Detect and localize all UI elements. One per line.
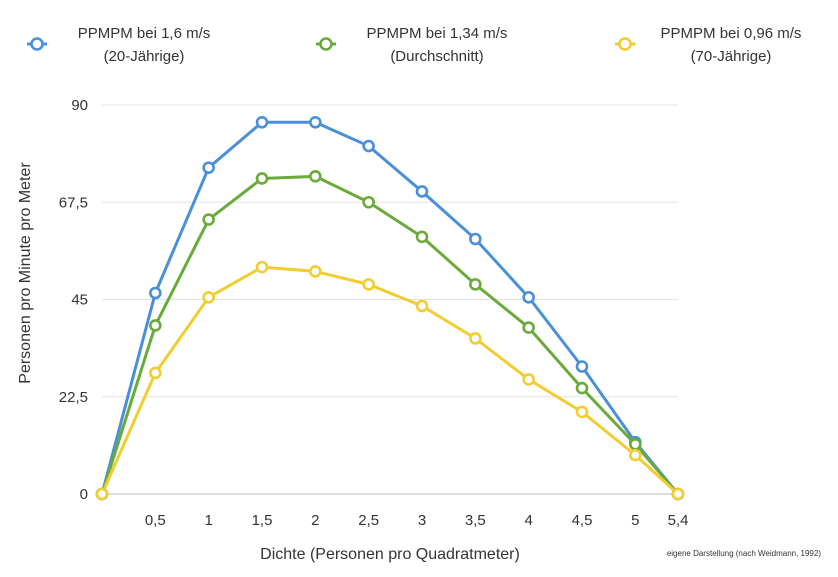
y-tick-label: 45 [71, 292, 88, 309]
legend-marker [30, 37, 44, 51]
data-point [309, 265, 322, 278]
x-tick-label: 1,5 [252, 512, 273, 529]
data-point [629, 437, 642, 451]
y-axis-title: Personen pro Minute pro Meter [17, 162, 34, 384]
y-tick-label: 22,5 [59, 389, 88, 406]
gridlines [102, 104, 678, 495]
data-point [362, 278, 375, 291]
series-3 [95, 260, 685, 501]
data-point [149, 319, 162, 332]
data-point [362, 139, 375, 153]
x-tick-label: 5 [631, 512, 639, 529]
data-point [309, 115, 322, 129]
y-tick-label: 0 [80, 486, 88, 503]
y-tick-label: 67,5 [59, 194, 88, 211]
data-point [522, 291, 535, 304]
data-point [415, 299, 429, 313]
legend-label: PPMPM bei 0,96 m/s [661, 25, 802, 42]
data-point [575, 405, 589, 419]
data-point [522, 321, 535, 334]
x-tick-label: 4,5 [572, 512, 593, 529]
data-point [255, 260, 269, 274]
data-point [95, 487, 109, 501]
series-layer [95, 115, 685, 501]
legend-sublabel: (Durchschnitt) [390, 48, 483, 65]
legend-sublabel: (20-Jährige) [104, 48, 185, 65]
legend-label: PPMPM bei 1,6 m/s [78, 25, 211, 42]
data-point [149, 366, 162, 380]
y-axis-ticks: 0 22,5 45 67,5 90 [59, 97, 88, 503]
data-point [309, 170, 322, 183]
legend-item-3: PPMPM bei 0,96 m/s (70-Jährige) [615, 25, 801, 65]
series-line [100, 120, 680, 496]
data-point [469, 278, 482, 291]
legend-item-1: PPMPM bei 1,6 m/s (20-Jährige) [27, 25, 210, 65]
series-line [100, 265, 680, 496]
data-point [362, 195, 375, 209]
data-point [575, 360, 589, 373]
series-1 [95, 115, 685, 501]
data-point [629, 448, 642, 462]
data-point [255, 172, 269, 185]
data-point [202, 213, 215, 226]
data-point [202, 291, 215, 304]
data-point [415, 185, 429, 198]
data-point [575, 381, 589, 395]
legend-marker [319, 37, 333, 51]
x-tick-label: 2,5 [358, 512, 379, 529]
legend-item-2: PPMPM bei 1,34 m/s (Durchschnitt) [316, 25, 507, 65]
legend-sublabel: (70-Jährige) [691, 48, 772, 65]
data-point [149, 286, 162, 300]
data-point [202, 161, 215, 174]
credit-note: eigene Darstellung (nach Weidmann, 1992) [667, 549, 822, 558]
data-point [469, 332, 482, 345]
x-axis-ticks: 0,5 1 1,5 2 2,5 3 3,5 4 4,5 5 5,4 [145, 512, 689, 529]
x-tick-label: 2 [311, 512, 319, 529]
data-point [671, 487, 685, 501]
legend-marker [618, 37, 632, 51]
data-point [255, 115, 269, 129]
legend-label: PPMPM bei 1,34 m/s [367, 25, 508, 42]
x-tick-label: 5,4 [668, 512, 689, 529]
x-tick-label: 4 [524, 512, 532, 529]
data-point [415, 230, 429, 244]
legend: PPMPM bei 1,6 m/s(20-Jährige)PPMPM bei 1… [27, 25, 801, 65]
x-tick-label: 0,5 [145, 512, 166, 529]
data-point [469, 232, 482, 246]
x-tick-label: 1 [204, 512, 212, 529]
x-tick-label: 3 [418, 512, 426, 529]
series-line [100, 174, 680, 496]
y-tick-label: 90 [71, 97, 88, 114]
data-point [522, 373, 535, 386]
x-tick-label: 3,5 [465, 512, 486, 529]
x-axis-title: Dichte (Personen pro Quadratmeter) [260, 546, 520, 563]
